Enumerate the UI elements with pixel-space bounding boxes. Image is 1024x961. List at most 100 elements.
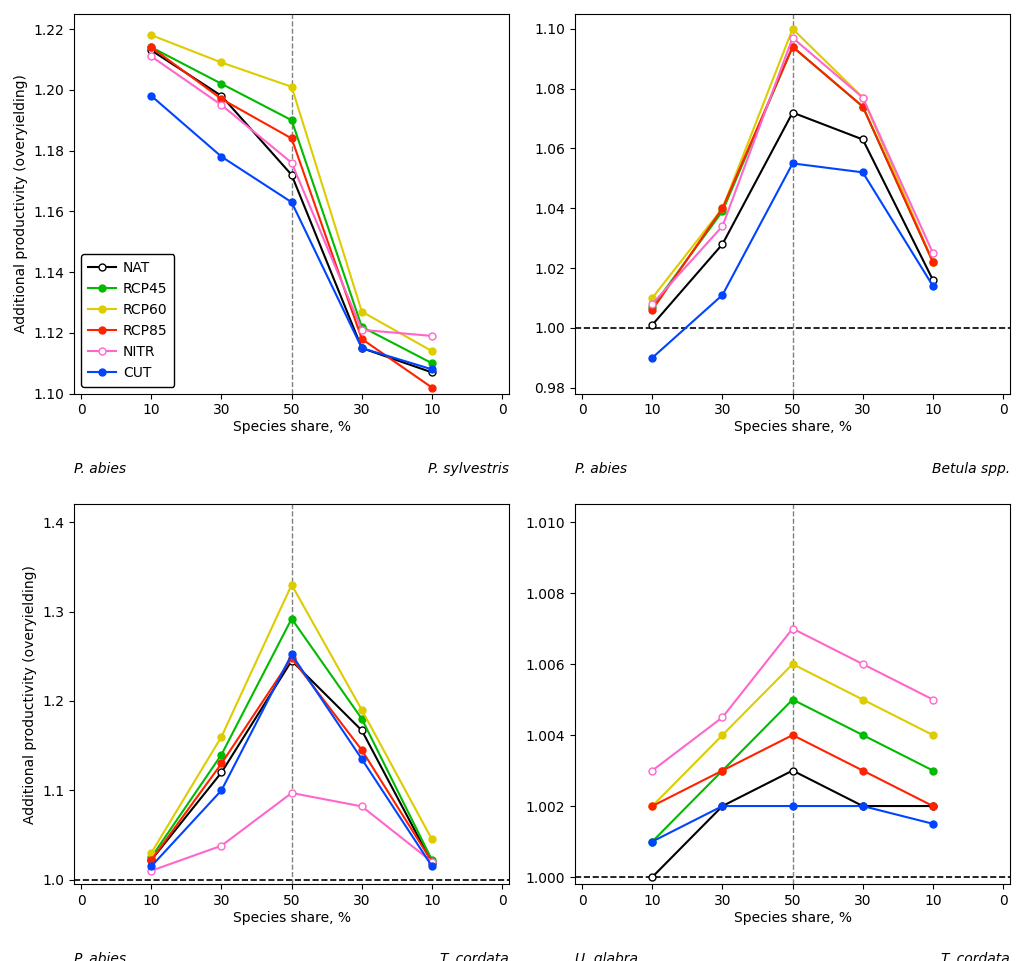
NITR [145,865,158,876]
CUT [646,352,658,363]
NITR [286,787,298,799]
Y-axis label: Additional productivity (overyielding): Additional productivity (overyielding) [23,565,37,824]
RCP85 [717,203,729,214]
RCP45 [786,694,799,705]
NAT [927,274,939,285]
RCP60 [426,345,438,357]
CUT [145,860,158,872]
RCP85 [426,382,438,393]
RCP60 [857,694,869,705]
RCP60 [927,729,939,741]
NITR [426,856,438,868]
RCP60 [717,203,729,214]
Line: NAT: NAT [147,657,435,866]
NITR [355,801,368,812]
Line: NAT: NAT [649,110,936,329]
NAT [646,319,658,331]
RCP60 [646,292,658,304]
CUT [786,158,799,169]
RCP60 [145,847,158,858]
RCP60 [786,23,799,35]
NITR [145,51,158,62]
RCP45 [145,851,158,863]
NITR [286,157,298,168]
RCP60 [145,30,158,41]
Line: RCP45: RCP45 [649,696,936,845]
NAT [717,801,729,812]
RCP45 [786,41,799,53]
Text: U. glabra: U. glabra [575,952,638,961]
CUT [426,363,438,375]
NAT [145,854,158,866]
Line: NITR: NITR [147,790,435,875]
CUT [355,342,368,354]
X-axis label: Species share, %: Species share, % [232,911,350,924]
CUT [145,90,158,102]
CUT [215,151,227,162]
RCP45 [355,321,368,333]
Text: P. abies: P. abies [74,462,126,476]
RCP45 [646,301,658,312]
NAT [927,801,939,812]
RCP45 [286,114,298,126]
NAT [717,238,729,250]
Text: P. sylvestris: P. sylvestris [428,462,509,476]
Line: RCP85: RCP85 [649,731,936,809]
RCP45 [717,765,729,776]
Line: NITR: NITR [147,53,435,339]
CUT [215,784,227,796]
RCP60 [355,704,368,716]
RCP60 [215,57,227,68]
NAT [786,107,799,118]
CUT [857,801,869,812]
RCP85 [646,801,658,812]
RCP45 [927,765,939,776]
RCP85 [145,41,158,53]
X-axis label: Species share, %: Species share, % [733,911,852,924]
Line: RCP60: RCP60 [649,660,936,809]
NITR [215,840,227,851]
NITR [927,694,939,705]
CUT [927,281,939,292]
Line: RCP85: RCP85 [649,43,936,313]
RCP45 [355,713,368,725]
NAT [426,366,438,378]
RCP45 [927,257,939,268]
RCP45 [857,729,869,741]
NITR [786,623,799,634]
RCP45 [426,357,438,369]
Line: RCP85: RCP85 [147,44,435,391]
RCP85 [857,765,869,776]
RCP85 [215,93,227,105]
Line: CUT: CUT [147,92,435,373]
Line: RCP60: RCP60 [147,581,435,856]
RCP85 [355,745,368,756]
NAT [286,655,298,667]
CUT [717,801,729,812]
NAT [857,134,869,145]
CUT [426,860,438,872]
Text: P. abies: P. abies [575,462,628,476]
CUT [717,289,729,301]
CUT [927,818,939,829]
RCP45 [717,206,729,217]
Legend: NAT, RCP45, RCP60, RCP85, NITR, CUT: NAT, RCP45, RCP60, RCP85, NITR, CUT [81,254,174,386]
RCP85 [355,333,368,345]
Line: CUT: CUT [649,160,936,361]
Line: RCP85: RCP85 [147,654,435,865]
NITR [786,32,799,43]
RCP85 [857,101,869,112]
RCP85 [786,41,799,53]
X-axis label: Species share, %: Species share, % [733,420,852,434]
RCP85 [286,133,298,144]
RCP45 [286,613,298,625]
RCP85 [927,257,939,268]
Text: Betula spp.: Betula spp. [932,462,1010,476]
NITR [215,99,227,111]
RCP85 [717,765,729,776]
RCP85 [426,856,438,868]
RCP45 [426,854,438,866]
CUT [286,649,298,660]
CUT [286,196,298,208]
NITR [857,658,869,670]
